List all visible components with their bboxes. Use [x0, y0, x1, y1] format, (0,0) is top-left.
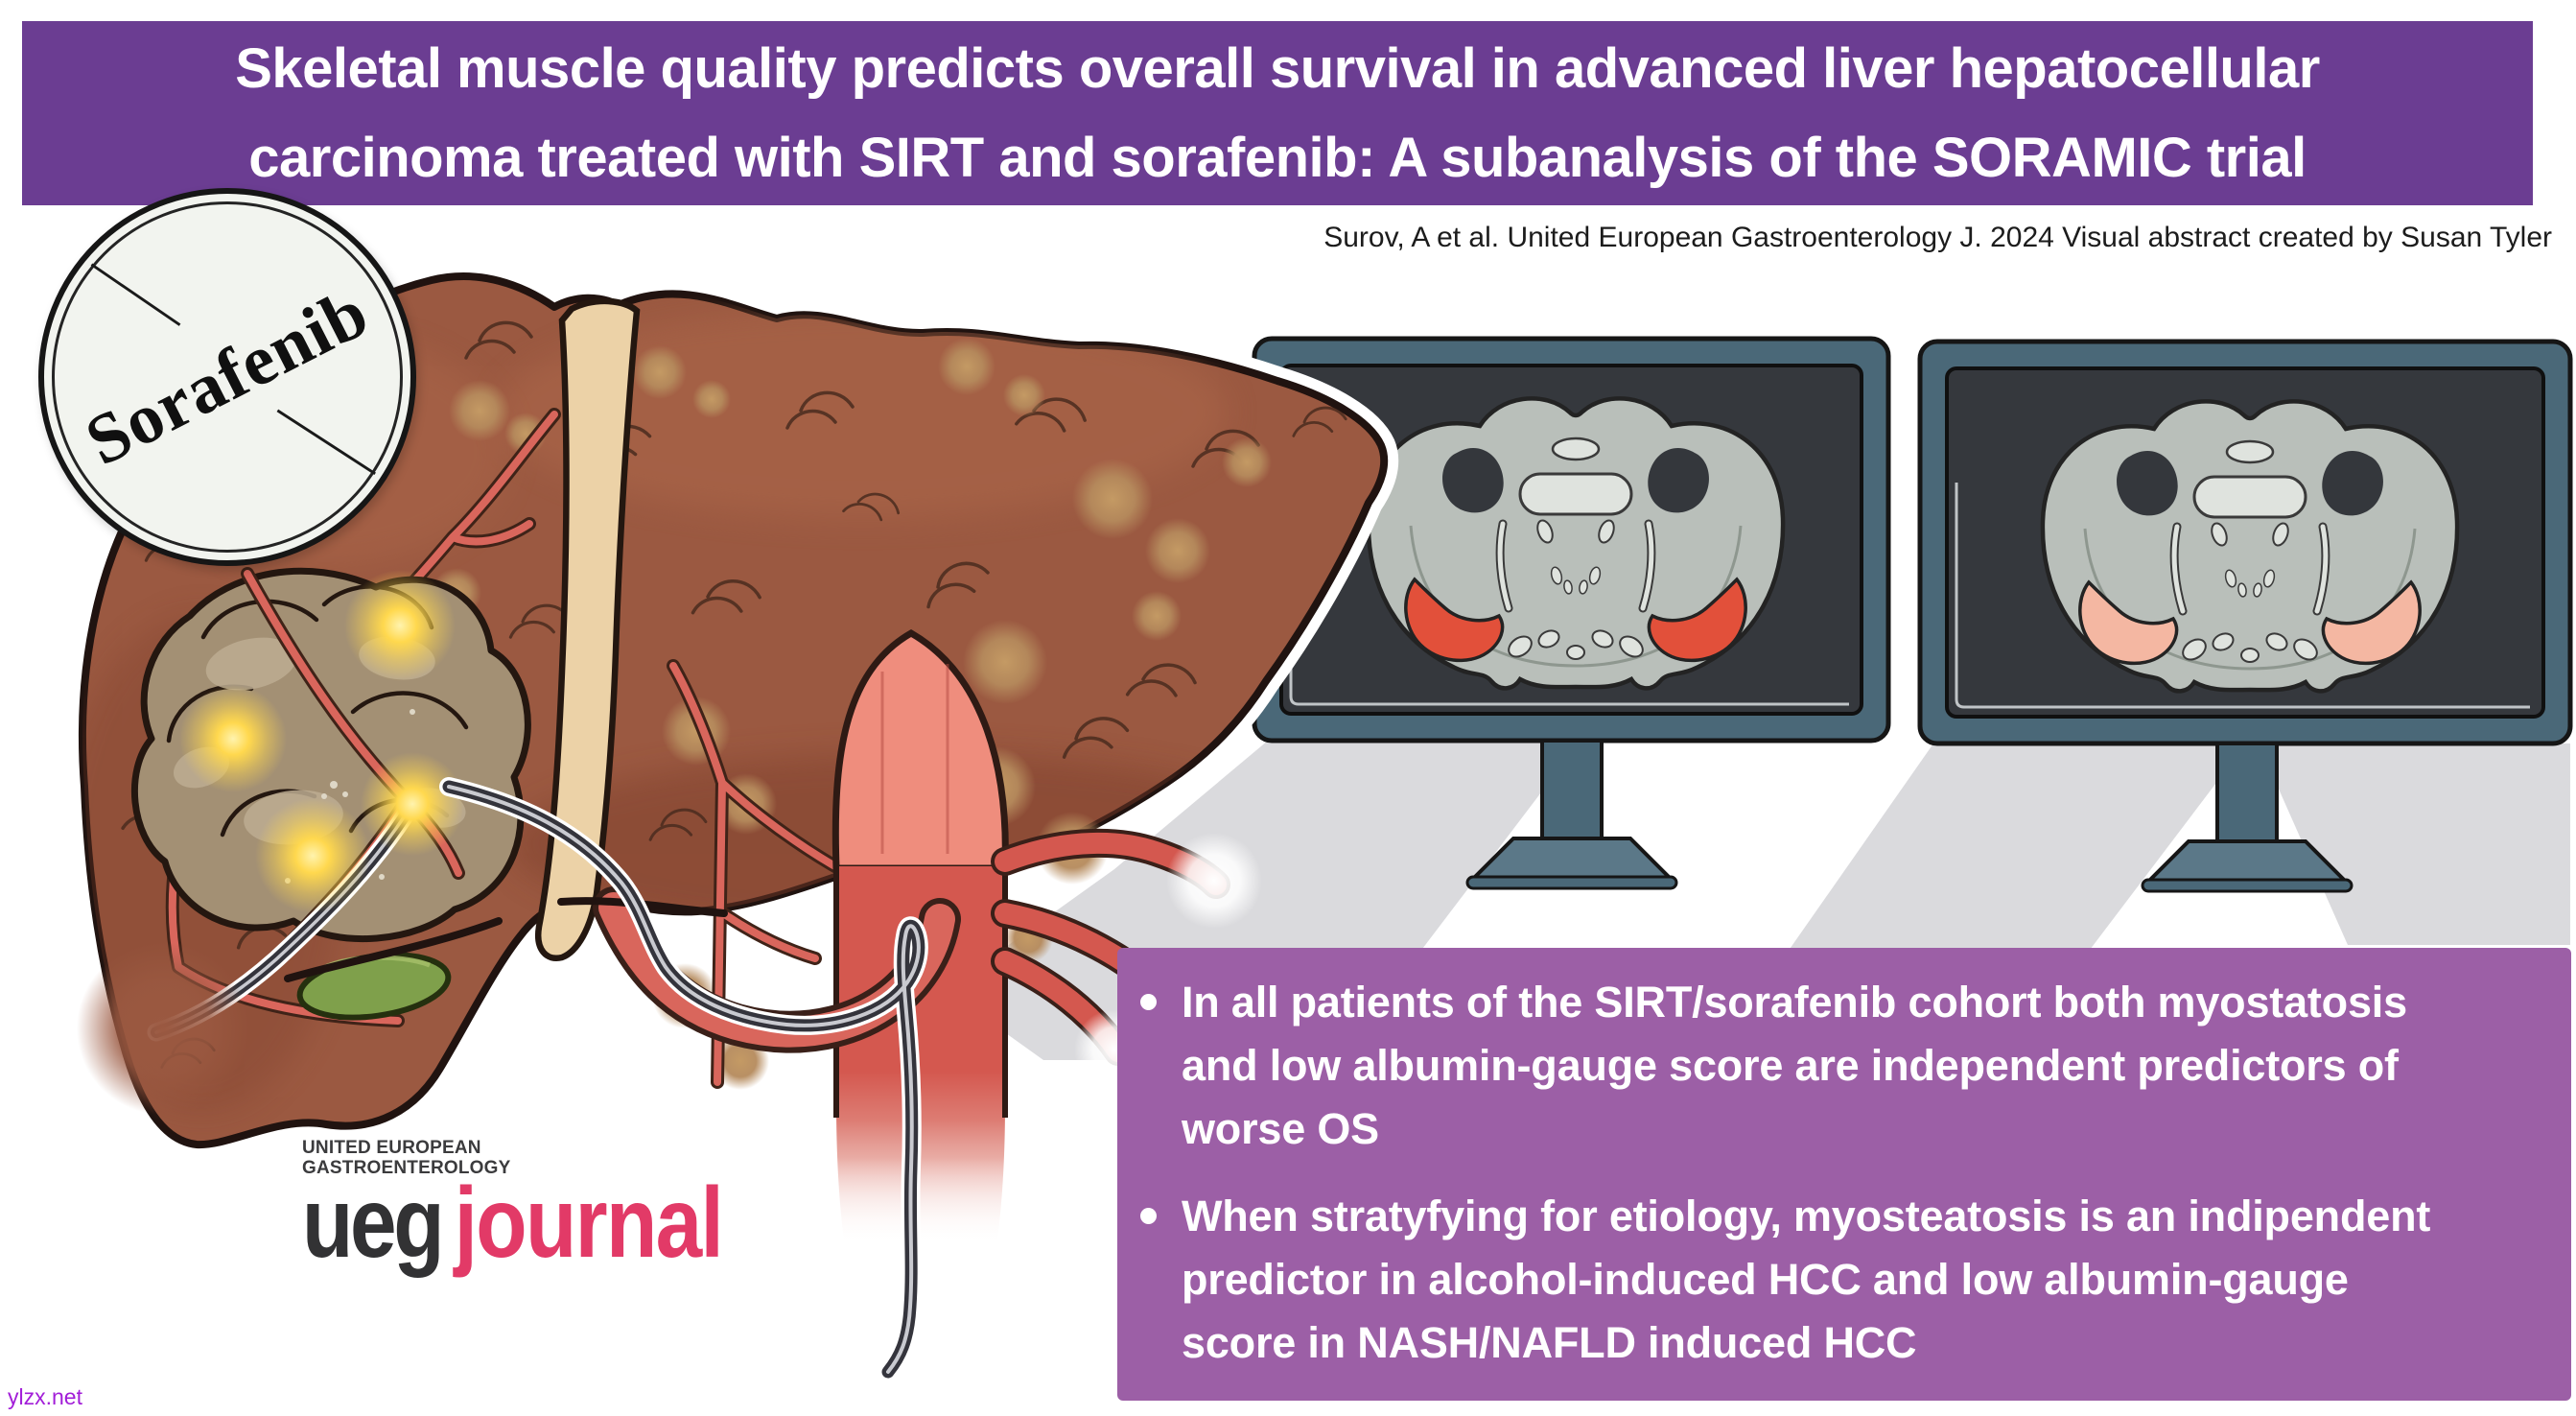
logo-ueg-text: ueg — [302, 1168, 445, 1279]
ueg-journal-logo: UNITED EUROPEAN GASTROENTEROLOGY ueg jou… — [302, 1138, 803, 1279]
logo-org-line-2: GASTROENTEROLOGY — [302, 1158, 511, 1178]
logo-journal-text: journal — [454, 1168, 724, 1279]
title-line-1: Skeletal muscle quality predicts overall… — [235, 37, 2320, 100]
catheter — [439, 777, 928, 1381]
finding-bullet-1: In all patients of the SIRT/sorafenib co… — [1117, 971, 2542, 1161]
ct-scan-normal — [1369, 398, 1783, 688]
citation-text: Surov, A et al. United European Gastroen… — [1323, 222, 2552, 253]
key-findings-box: In all patients of the SIRT/sorafenib co… — [1117, 948, 2571, 1401]
finding-1-line-3: worse OS — [1182, 1104, 1379, 1153]
title-line-2: carcinoma treated with SIRT and sorafeni… — [248, 127, 2307, 189]
pill-score-lines — [90, 263, 376, 476]
pill-inner-ring — [52, 201, 403, 553]
portal-vein — [831, 628, 1009, 872]
logo-org-line-1: UNITED EUROPEAN — [302, 1138, 481, 1158]
finding-2-line-1: When stratyfying for etiology, myosteato… — [1182, 1192, 2431, 1240]
monitor-1 — [1252, 336, 1891, 890]
finding-2-line-3: score in NASH/NAFLD induced HCC — [1182, 1318, 1917, 1367]
sirt-glow-spots — [179, 570, 464, 913]
finding-bullet-2: When stratyfying for etiology, myosteato… — [1117, 1185, 2542, 1375]
floor-shadow-right — [2259, 743, 2570, 945]
ct-scan-myosteatosis — [2043, 401, 2457, 691]
title-banner: Skeletal muscle quality predicts overall… — [22, 21, 2533, 205]
floor-shadow-monitor-1 — [946, 741, 1581, 1060]
monitor-2-stand — [2215, 742, 2279, 845]
falciform-ligament — [534, 297, 641, 961]
sorafenib-pill: Sorafenib — [38, 188, 416, 566]
watermark: ylzx.net — [8, 1384, 82, 1409]
finding-1-line-1: In all patients of the SIRT/sorafenib co… — [1182, 978, 2407, 1027]
monitor-2 — [1917, 339, 2573, 893]
finding-1-line-2: and low albumin-gauge score are independ… — [1182, 1041, 2399, 1090]
monitor-1-stand — [1540, 739, 1604, 842]
finding-2-line-2: predictor in alcohol-induced HCC and low… — [1182, 1255, 2349, 1304]
screen-highlight — [1955, 483, 2530, 709]
screen-highlight — [1289, 480, 1849, 706]
